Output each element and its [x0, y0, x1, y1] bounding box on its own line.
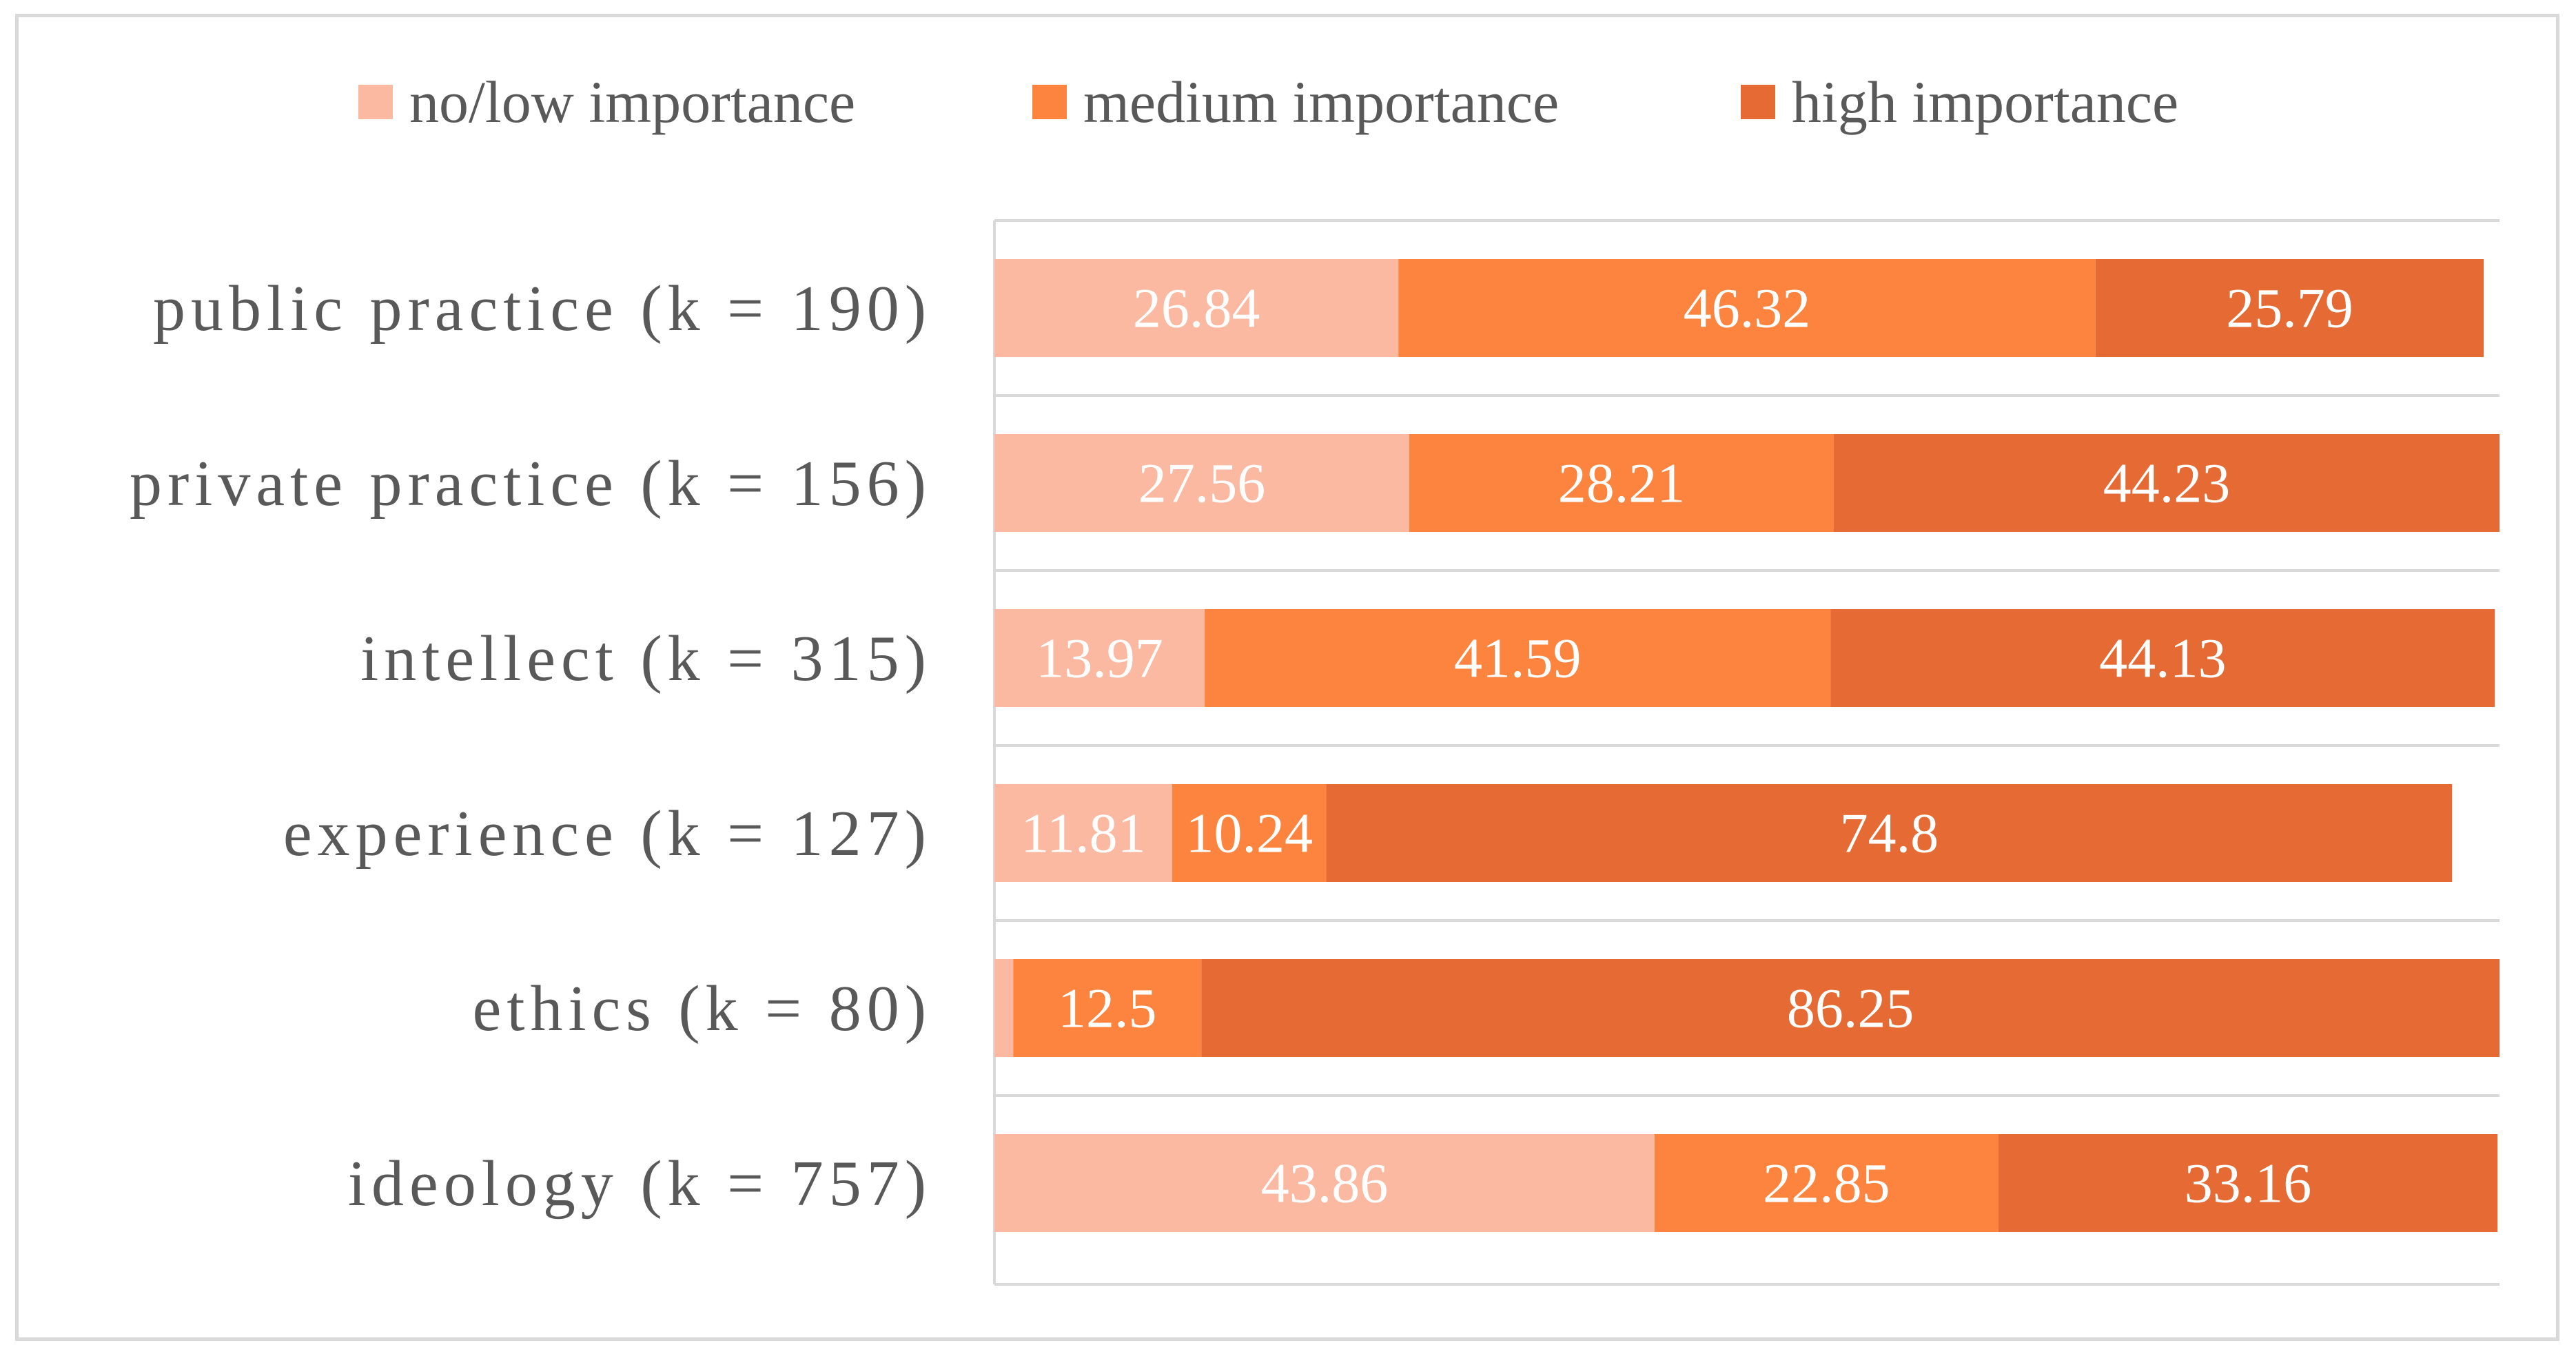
data-label: 46.32 [1684, 277, 1811, 340]
chart-frame [15, 14, 2559, 1341]
bar-segment [994, 259, 1399, 357]
data-label: 44.13 [2099, 627, 2227, 690]
data-label: 27.56 [1138, 452, 1266, 515]
data-label: 13.97 [1036, 627, 1163, 690]
data-label: 86.25 [1787, 977, 1914, 1040]
data-label: 44.23 [2103, 452, 2231, 515]
data-label: 26.84 [1133, 277, 1260, 340]
bar-segment [994, 609, 1205, 707]
legend-item-medium: medium importance [1032, 61, 1559, 143]
bar-segment [2095, 259, 2484, 357]
legend-item-high: high importance [1741, 61, 2178, 143]
bar-segment [994, 1134, 1655, 1232]
category-label: intellect (k = 315) [360, 623, 932, 695]
data-label: 28.21 [1558, 452, 1686, 515]
legend-swatch-medium [1032, 85, 1067, 119]
legend-label-medium: medium importance [1083, 69, 1560, 135]
bar-segment [1409, 434, 1834, 532]
data-label: 41.59 [1454, 627, 1582, 690]
data-label: 74.8 [1840, 802, 1939, 865]
bar-segment [1830, 609, 2495, 707]
bar-segment [1398, 259, 2096, 357]
legend-label-high: high importance [1792, 69, 2179, 135]
bar-segment [994, 959, 1014, 1057]
legend: no/low importance medium importance high… [0, 61, 2576, 143]
category-label: experience (k = 127) [283, 798, 932, 870]
legend-swatch-high [1741, 85, 1775, 119]
category-label: public practice (k = 190) [153, 273, 932, 345]
bar-segment [1201, 959, 2500, 1057]
legend-label-no-low: no/low importance [409, 69, 856, 135]
bar-segment [1834, 434, 2500, 532]
data-label: 11.81 [1021, 802, 1145, 865]
bar-segment [1326, 784, 2453, 882]
data-label: 33.16 [2185, 1152, 2312, 1215]
bar-segment [994, 784, 1172, 882]
bar-segment [1654, 1134, 1999, 1232]
bar-segment [994, 434, 1409, 532]
bar-segment [1013, 959, 1202, 1057]
data-label: 22.85 [1763, 1152, 1890, 1215]
data-label: 25.79 [2226, 277, 2353, 340]
bar-segment [1998, 1134, 2498, 1232]
category-label: ideology (k = 757) [347, 1148, 932, 1220]
data-label: 12.5 [1058, 977, 1157, 1040]
bar-segment [1205, 609, 1831, 707]
bar-segment [1172, 784, 1327, 882]
data-label: 10.24 [1186, 802, 1313, 865]
data-label: 43.86 [1261, 1152, 1389, 1215]
legend-swatch-no-low [358, 85, 393, 119]
category-label: private practice (k = 156) [129, 448, 932, 520]
legend-item-no-low: no/low importance [358, 61, 855, 143]
category-label: ethics (k = 80) [472, 973, 932, 1045]
